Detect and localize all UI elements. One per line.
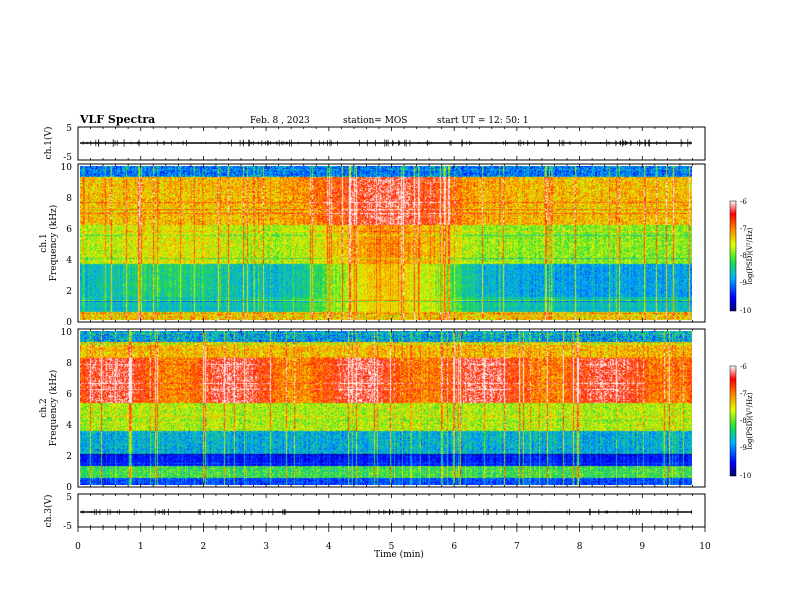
ch1-colorbar-tick-m9: -9 [740, 279, 747, 287]
ch2-spectrogram-image [80, 331, 692, 485]
time-axis-tick-10: 10 [699, 542, 711, 552]
ch2-ytick-8: 8 [66, 359, 72, 369]
ch2-colorbar-tick-m8: -8 [740, 417, 747, 425]
start-time-label: start UT = 12: 50: 1 [437, 116, 529, 126]
ch1-spectrogram-ylabel-channel: ch.1 [39, 233, 49, 252]
ch2-colorbar-tick-m9: -9 [740, 444, 747, 452]
ch1-ytick-2: 2 [66, 287, 72, 297]
ch1-ytick-10: 10 [61, 163, 73, 173]
ch2-spectrogram-ticks [77, 329, 706, 487]
ch2-ytick-10: 10 [61, 328, 73, 338]
ch2-colorbar-tick-m6: -6 [740, 363, 747, 371]
ch2-ytick-4: 4 [66, 421, 72, 431]
ch2-colorbar-tick-m10: -10 [740, 472, 751, 480]
ch1-ytick-0: 0 [66, 318, 72, 328]
time-axis-tick-2: 2 [201, 542, 207, 552]
time-axis-tick-6: 6 [451, 542, 457, 552]
ch1-colorbar-tick-m6: -6 [740, 198, 747, 206]
ch1-spectrogram-image [80, 166, 692, 320]
ch1-waveform-spikes [82, 139, 691, 147]
ch3-waveform-ticks [77, 494, 706, 532]
ch1-spectrogram-panel: 10 8 6 4 2 0 ch.1 Frequency (kHz) -6 -7 … [39, 163, 754, 328]
ch1-ytick-6: 6 [66, 225, 72, 235]
time-axis-tick-8: 8 [577, 542, 583, 552]
ch1-waveform-panel: 5 -5 ch.1(V) [43, 124, 706, 163]
station-label: station= MOS [343, 116, 407, 126]
ch2-spectrogram-ylabel-frequency: Frequency (kHz) [48, 370, 59, 447]
ch2-spectrogram-panel: 10 8 6 4 2 0 ch.2 Frequency (kHz) -6 -7 … [39, 328, 754, 493]
time-axis-tick-9: 9 [639, 542, 645, 552]
time-axis-tick-3: 3 [263, 542, 269, 552]
ch2-spectrogram-ylabel-channel: ch.2 [39, 398, 49, 417]
ch1-spectrogram-ylabel-frequency: Frequency (kHz) [48, 205, 59, 282]
ch1-ytick-top: 5 [66, 124, 72, 134]
ch1-colorbar-tick-m7: -7 [740, 225, 747, 233]
ch1-ytick-bottom: -5 [63, 153, 72, 163]
time-axis-tick-5: 5 [389, 542, 395, 552]
ch1-colorbar-tick-m8: -8 [740, 252, 747, 260]
ch1-colorbar-label: log(PSD)(V²/Hz) [746, 227, 754, 284]
ch3-waveform-spikes [82, 508, 693, 516]
ch2-colorbar-tick-m7: -7 [740, 390, 747, 398]
ch2-colorbar [729, 365, 737, 477]
ch3-waveform-ylabel: ch.3(V) [43, 495, 54, 528]
ch3-waveform-panel: 5 -5 ch.3(V) 0 1 2 3 4 5 6 7 8 9 10 Time (min) [43, 493, 711, 560]
time-axis-tick-1: 1 [138, 542, 144, 552]
ch1-ytick-4: 4 [66, 256, 72, 266]
time-axis-tick-7: 7 [514, 542, 520, 552]
ch1-spectrogram-ticks [77, 164, 706, 322]
date-label: Feb. 8 , 2023 [250, 116, 310, 126]
time-axis-tick-4: 4 [326, 542, 332, 552]
time-axis-label: Time (min) [374, 549, 424, 560]
ch3-ytick-top: 5 [66, 493, 72, 503]
time-axis-tick-0: 0 [75, 542, 81, 552]
ch1-colorbar [729, 200, 737, 312]
ch1-waveform-ticks [77, 127, 706, 160]
ch2-colorbar-label: log(PSD)(V²/Hz) [746, 392, 754, 449]
ch1-colorbar-tick-m10: -10 [740, 307, 751, 315]
ch1-waveform-ylabel: ch.1(V) [43, 127, 54, 160]
ch2-ytick-0: 0 [66, 483, 72, 493]
ch2-ytick-2: 2 [66, 452, 72, 462]
ch3-waveform-frame [77, 493, 706, 528]
figure-title: VLF Spectra [79, 113, 155, 126]
ch3-ytick-bottom: -5 [63, 522, 72, 532]
ch1-ytick-8: 8 [66, 194, 72, 204]
ch2-ytick-6: 6 [66, 390, 72, 400]
time-axis-tick-labels: 0 1 2 3 4 5 6 7 8 9 10 [75, 542, 711, 552]
